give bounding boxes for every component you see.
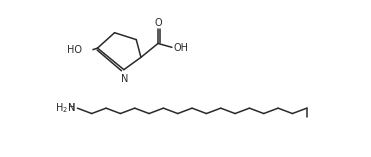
Text: H$_2$N: H$_2$N: [55, 101, 75, 115]
Text: H: H: [68, 103, 75, 113]
Text: HO: HO: [67, 45, 82, 55]
Text: O: O: [155, 18, 162, 28]
Text: OH: OH: [174, 43, 188, 53]
Text: N: N: [121, 73, 128, 84]
